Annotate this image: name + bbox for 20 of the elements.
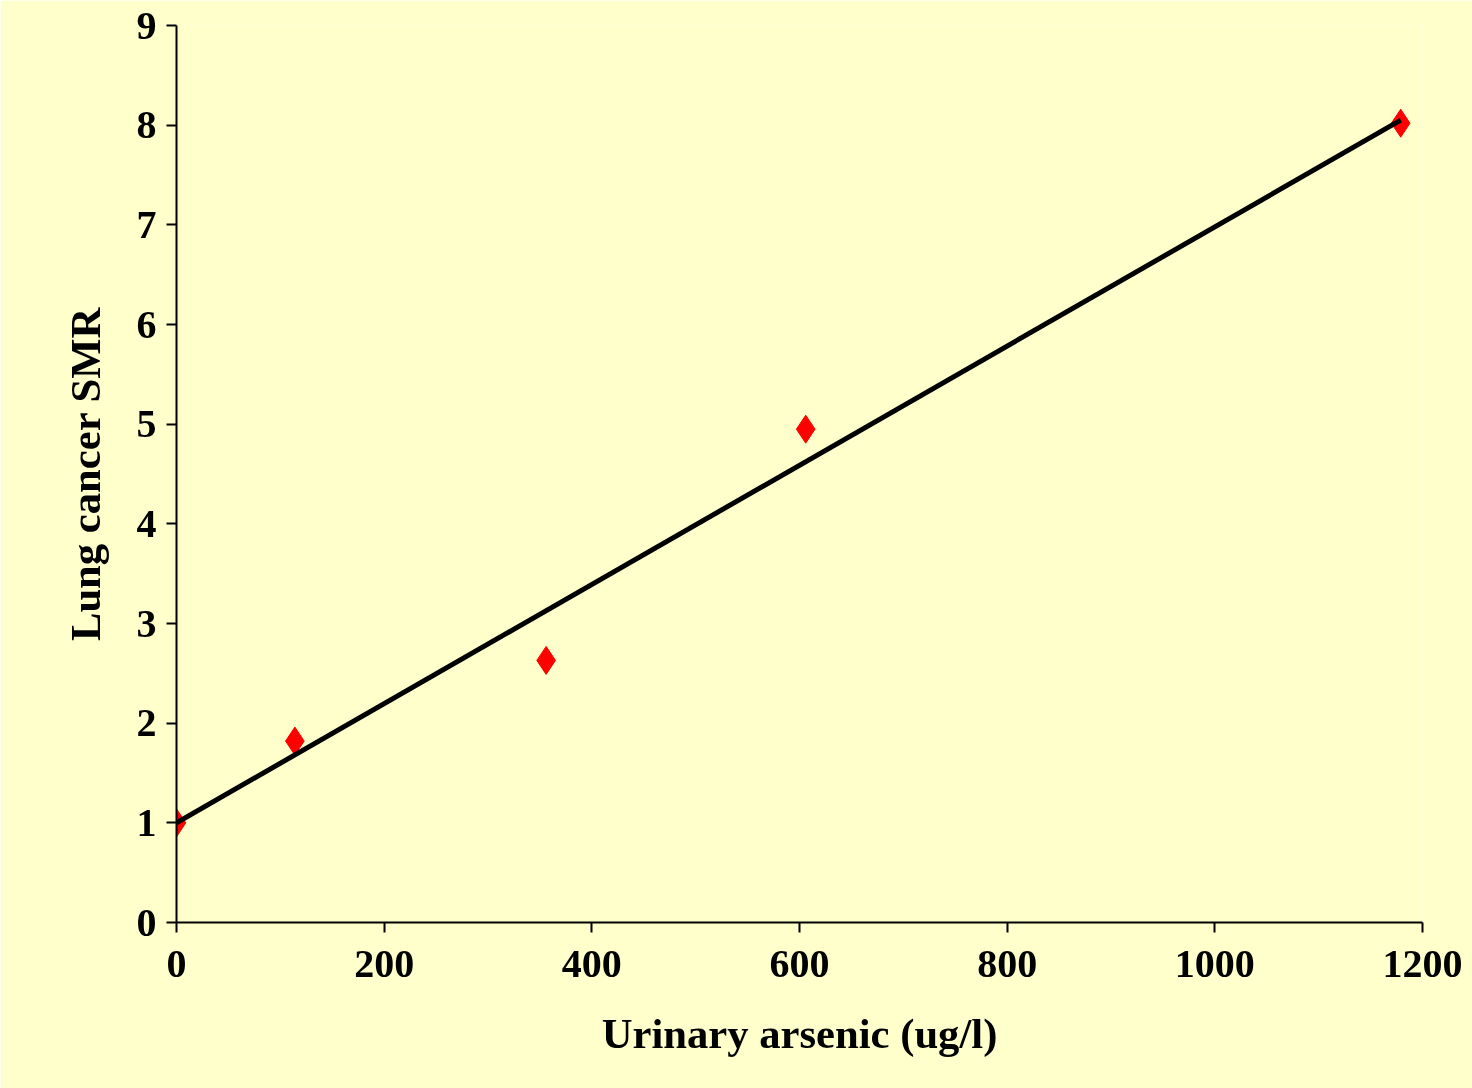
x-tick-label: 1000 — [1174, 940, 1255, 986]
x-tick-label: 0 — [166, 940, 187, 986]
y-tick-label: 0 — [136, 899, 157, 945]
x-tick-label: 200 — [354, 940, 415, 986]
point — [795, 414, 816, 444]
x-tick-label: 1200 — [1382, 940, 1463, 986]
y-tick-label: 9 — [136, 2, 157, 48]
y-tick-label: 1 — [136, 799, 157, 845]
y-tick-label: 2 — [136, 700, 157, 746]
x-tick-label: 600 — [769, 940, 830, 986]
x-axis-title: Urinary arsenic (ug/l) — [601, 1009, 998, 1058]
y-tick-label: 4 — [136, 500, 157, 546]
y-tick-label: 3 — [136, 600, 157, 646]
x-tick-label: 400 — [561, 940, 622, 986]
y-tick-label: 7 — [136, 201, 157, 247]
y-tick-label: 8 — [136, 102, 157, 148]
y-tick-label: 5 — [136, 401, 157, 447]
x-tick-label: 800 — [977, 940, 1038, 986]
y-tick-label: 6 — [136, 301, 157, 347]
y-axis-title: Lung cancer SMR — [61, 306, 109, 642]
